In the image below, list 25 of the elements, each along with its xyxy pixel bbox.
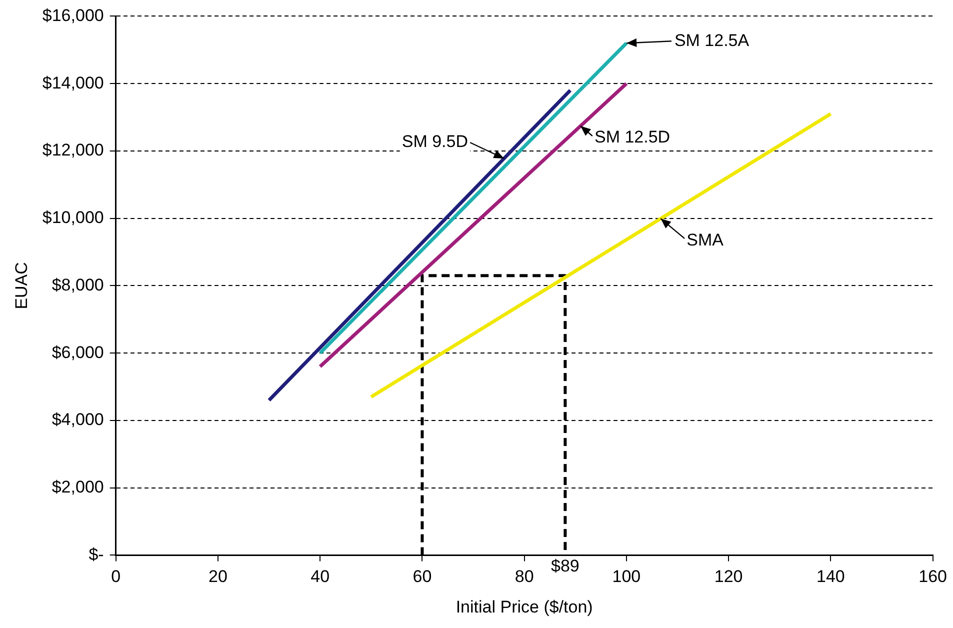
text: SM 12.5A	[674, 30, 750, 50]
x-tick-label: 160	[918, 567, 948, 586]
x-tick-label: 120	[714, 567, 743, 586]
series-label: SMA	[686, 230, 724, 250]
x-tick-label: 40	[310, 567, 330, 586]
y-tick-label: $12,000	[42, 140, 104, 160]
x-tick-label: 140	[816, 567, 845, 586]
annotation: $89	[550, 556, 580, 576]
y-tick-label: $8,000	[52, 275, 104, 294]
series-label: SM 9.5D	[402, 132, 468, 152]
x-tick-label: 100	[612, 567, 641, 586]
y-tick-label: $6,000	[52, 342, 104, 362]
y-tick-label: $16,000	[42, 6, 104, 25]
y-axis-title: EUAC	[12, 262, 31, 310]
y-tick-label: $-	[88, 544, 104, 564]
x-tick-label: 80	[514, 567, 534, 586]
x-tick-label: 0	[111, 567, 121, 586]
x-axis-title: Initial Price ($/ton)	[456, 597, 593, 616]
x-tick-label: 20	[208, 567, 228, 586]
series-label: SM 12.5D	[594, 128, 670, 147]
x-tick-label: 60	[412, 567, 432, 586]
y-tick-label: $4,000	[52, 410, 104, 430]
y-tick-label: $14,000	[42, 73, 104, 92]
y-tick-label: $2,000	[52, 478, 104, 497]
y-tick-label: $10,000	[42, 208, 104, 228]
